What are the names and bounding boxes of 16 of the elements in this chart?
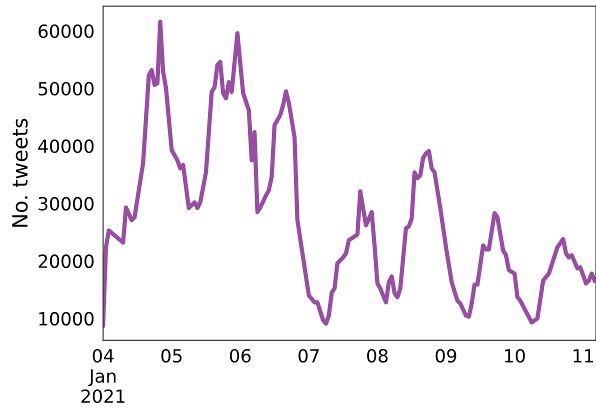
- y-tick-label: 30000: [38, 196, 94, 211]
- line-series: [103, 20, 596, 328]
- x-tick-label: 05: [161, 348, 182, 363]
- x-tick-label: 09: [436, 348, 456, 363]
- y-tick-label: 60000: [38, 24, 94, 38]
- y-tick-label: 10000: [39, 312, 94, 326]
- x-tick-label: 08: [367, 348, 388, 363]
- y-tick-label: 20000: [38, 254, 94, 268]
- y-tick-label: 50000: [38, 82, 94, 96]
- x-tick-label: 10: [505, 348, 525, 363]
- x-tick-label: 11: [574, 349, 593, 362]
- x-tick-label: 07: [298, 348, 319, 363]
- y-axis-title: No. tweets: [12, 118, 28, 227]
- x-tick-label: 06: [230, 348, 251, 363]
- y-tick-label: 40000: [38, 139, 94, 154]
- x-tick-label: 04 Jan 2021: [81, 348, 124, 404]
